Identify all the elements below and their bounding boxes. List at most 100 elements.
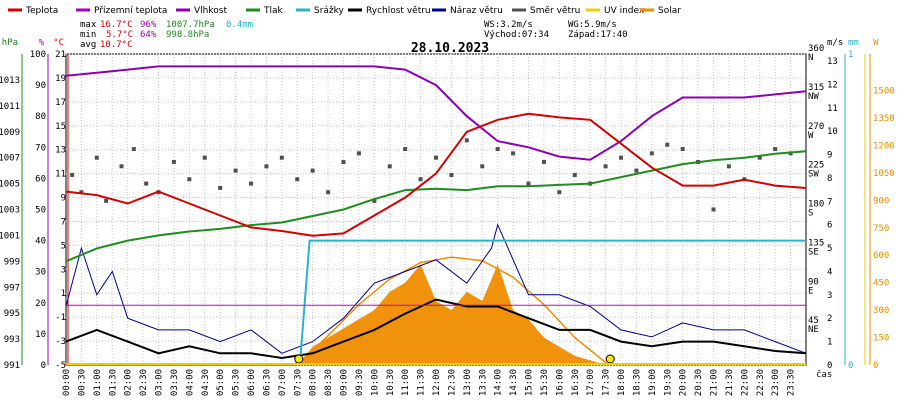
legend-label: Solar	[658, 6, 681, 16]
axis-ms-tick: 11	[827, 104, 838, 114]
series-solar	[297, 264, 606, 365]
chart-title: 28.10.2023	[411, 41, 489, 56]
x-tick-label: 12:30	[447, 369, 457, 396]
x-tick-label: 15:00	[525, 369, 535, 396]
x-tick-label: 13:00	[463, 369, 473, 396]
legend-label: Tlak	[263, 6, 284, 16]
x-tick-label: 18:30	[632, 369, 642, 396]
wind-dir-point	[356, 151, 361, 156]
wind-dir-point	[726, 164, 731, 169]
axis-dir-tick: 45 NE	[808, 316, 819, 335]
uv-marker	[294, 354, 304, 364]
wind-dir-point	[131, 147, 136, 152]
wind-dir-point	[773, 147, 778, 152]
axis-ms-tick: 2	[827, 314, 832, 324]
x-tick-label: 02:30	[139, 369, 149, 396]
axis-hpa-tick: 991	[4, 361, 20, 371]
legend-label: Teplota	[25, 6, 58, 16]
axis-pct-tick: 70	[35, 143, 46, 153]
axis-hpa-tick: 997	[4, 283, 20, 293]
wind-dir-point	[233, 168, 238, 173]
axis-hpa-tick: 1007	[0, 154, 20, 164]
x-tick-label: 03:00	[155, 369, 165, 396]
wind-dir-point	[603, 164, 608, 169]
axis-dir-tick: 360 N	[808, 44, 824, 63]
wind-dir-point	[218, 185, 223, 190]
axis-degc-tick: -5	[55, 361, 66, 371]
axis-mm: 0 1 mm	[848, 38, 859, 371]
wind-dir-point	[634, 168, 639, 173]
x-tick-label: 19:00	[648, 369, 658, 396]
x-tick-label: 15:30	[540, 369, 550, 396]
x-tick-label: 04:00	[185, 369, 195, 396]
axis-wm2-tick: 1200	[873, 141, 895, 151]
axis-mm-tick: 1	[848, 50, 853, 60]
x-tick-label: 19:30	[663, 369, 673, 396]
wind-dir-point	[711, 207, 716, 212]
wind-dir-point	[403, 147, 408, 152]
wind-dir-point	[94, 155, 99, 160]
x-tick-label: 08:30	[324, 369, 334, 396]
wind-dir-point	[495, 147, 500, 152]
axis-degc-tick: 5	[61, 241, 66, 251]
axis-hpa-tick: 1009	[0, 128, 20, 138]
axis-pct-tick: 90	[35, 81, 46, 91]
axis-degc-tick: 13	[55, 146, 66, 156]
axis-degc-tick: -3	[55, 337, 66, 347]
wind-dir-point	[264, 164, 269, 169]
axis-ms-tick: 9	[827, 151, 832, 161]
axis-degc-tick: 7	[61, 217, 66, 227]
axis-wm2-tick: 300	[873, 306, 889, 316]
axis-wm2-tick: 450	[873, 279, 889, 289]
wind-dir-point	[541, 159, 546, 164]
wind-dir-point	[79, 190, 84, 195]
wind-dir-point	[187, 177, 192, 182]
axis-ms-label: m/s	[827, 38, 843, 48]
x-tick-label: 02:00	[124, 369, 134, 396]
axis-degc-tick: 3	[61, 265, 66, 275]
axis-pct-tick: 60	[35, 174, 46, 184]
x-tick-label: 17:00	[586, 369, 596, 396]
wind-dir-point	[572, 172, 577, 177]
wind-dir-point	[249, 181, 253, 186]
x-tick-label: 23:00	[771, 369, 781, 396]
axis-degc-label: °C	[53, 38, 64, 48]
axis-degc-tick: -1	[55, 313, 66, 323]
axis-degc-tick: 15	[55, 122, 66, 132]
stat-max-temp: 16.7°C	[100, 20, 133, 30]
wind-dir-point	[557, 190, 562, 195]
axis-dir-tick: 225 SW	[808, 161, 824, 180]
x-tick-label: 23:30	[787, 369, 797, 396]
stat-avg-label: avg	[80, 40, 96, 50]
stat-sunset: Západ:17:40	[568, 30, 628, 40]
legend-label: Směr větru	[530, 6, 580, 16]
axis-dir-tick: 315 NW	[808, 83, 824, 102]
wind-dir-point	[104, 198, 109, 203]
wind-dir-point	[310, 168, 315, 173]
x-tick-label: 00:30	[77, 369, 87, 396]
axis-hpa-tick: 993	[4, 335, 20, 345]
x-tick-label: 18:00	[617, 369, 627, 396]
x-tick-label: 03:30	[170, 369, 180, 396]
x-tick-label: 22:00	[740, 369, 750, 396]
legend-label: Srážky	[314, 6, 345, 16]
wind-dir-point	[70, 172, 75, 177]
axis-pct-tick: 30	[35, 268, 46, 278]
stat-min-temp: 5.7°C	[106, 30, 133, 40]
wind-dir-point	[757, 155, 762, 160]
x-tick-label: 11:30	[417, 369, 427, 396]
x-tick-label: 01:30	[108, 369, 118, 396]
x-tick-label: 20:00	[679, 369, 689, 396]
x-tick-label: 12:00	[432, 369, 442, 396]
axis-hpa-tick: 1001	[0, 231, 20, 241]
x-tick-label: 13:30	[478, 369, 488, 396]
axis-degc-tick: 9	[61, 194, 66, 204]
axis-hpa-tick: 995	[4, 309, 20, 319]
wind-dir-point	[665, 142, 670, 147]
x-tick-label: 14:00	[494, 369, 504, 396]
axis-ms-tick: 7	[827, 197, 832, 207]
wind-dir-point	[372, 198, 377, 203]
wind-dir-point	[680, 147, 685, 152]
stat-avg-temp: 10.7°C	[100, 40, 133, 50]
